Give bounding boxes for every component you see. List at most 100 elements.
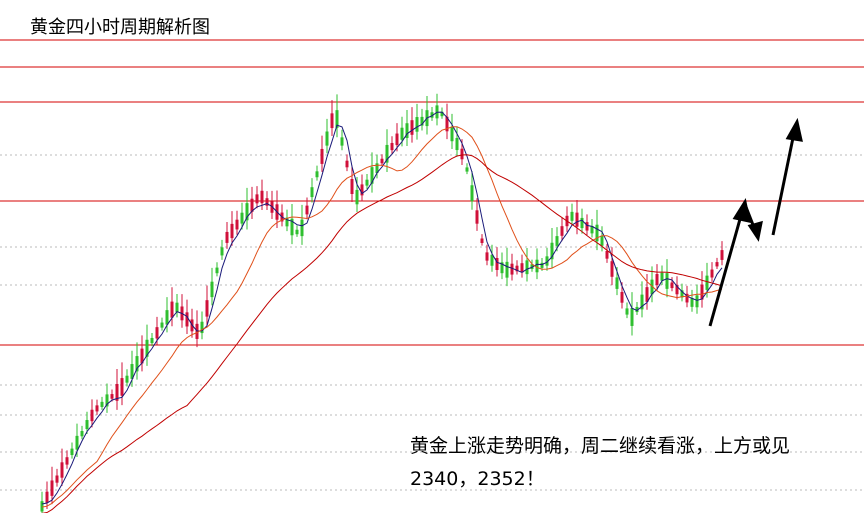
candle-body: [660, 272, 664, 281]
candle-body: [410, 120, 414, 135]
candle-body: [245, 203, 249, 221]
candle-body: [210, 281, 214, 298]
candle-body: [580, 217, 584, 229]
candle-body: [665, 273, 669, 289]
candle-body: [695, 295, 699, 308]
candle-body: [235, 219, 239, 230]
candle-body: [315, 171, 319, 178]
candle-body: [175, 302, 179, 313]
candle-body: [150, 337, 154, 344]
candle-body: [75, 435, 79, 450]
candle-body: [605, 251, 609, 259]
candle-body: [360, 184, 364, 196]
candle-body: [670, 282, 674, 289]
candle-body: [85, 420, 89, 430]
candle-body: [300, 219, 304, 237]
candles: [40, 93, 724, 513]
candle-body: [430, 112, 434, 118]
candle-body: [530, 264, 534, 270]
candle-body: [390, 142, 394, 151]
candle-body: [165, 310, 169, 325]
candle-body: [510, 263, 514, 275]
candle-body: [110, 394, 114, 399]
candle-body: [500, 262, 504, 274]
candle-body: [305, 205, 309, 215]
candle-body: [130, 364, 134, 379]
candle-body: [370, 167, 374, 184]
moving-average: [41, 126, 723, 508]
candle-body: [650, 279, 654, 295]
arrowhead: [785, 117, 803, 142]
candle-body: [640, 294, 644, 310]
candle-body: [700, 284, 704, 300]
levels: [0, 39, 864, 346]
candle-body: [345, 160, 349, 168]
candle-body: [325, 131, 329, 146]
candle-body: [250, 198, 254, 212]
candle-body: [680, 290, 684, 298]
arrows: [708, 117, 803, 327]
candle-body: [690, 297, 694, 307]
candle-body: [485, 252, 489, 261]
moving-average: [41, 154, 723, 513]
candle-body: [655, 274, 659, 285]
candle-body: [705, 275, 709, 290]
candle-body: [630, 308, 634, 326]
candle-body: [115, 383, 119, 401]
candle-body: [590, 225, 594, 234]
annotation: 2340，2352！: [410, 468, 545, 490]
candle-body: [625, 308, 629, 315]
candle-body: [720, 250, 724, 260]
candle-body: [595, 224, 599, 242]
candle-body: [380, 158, 384, 164]
candle-body: [80, 431, 84, 437]
candle-body: [170, 301, 174, 318]
candle-body: [675, 284, 679, 295]
candle-body: [570, 211, 574, 221]
moving-average: [41, 111, 723, 505]
candle-body: [610, 261, 614, 277]
candle-body: [185, 312, 189, 327]
candle-body: [600, 235, 604, 246]
candle-body: [40, 501, 44, 512]
candle-body: [520, 263, 524, 273]
candle-body: [255, 194, 259, 204]
candle-body: [550, 242, 554, 260]
candle-body: [65, 457, 69, 465]
candle-body: [330, 113, 334, 129]
candle-body: [205, 300, 209, 317]
candle-body: [100, 401, 104, 407]
candle-body: [470, 185, 474, 202]
candle-body: [375, 163, 379, 174]
arrow: [771, 132, 796, 236]
candle-body: [220, 247, 224, 256]
candle-body: [535, 259, 539, 273]
candle-body: [340, 137, 344, 146]
candle-body: [495, 258, 499, 270]
candle-body: [320, 148, 324, 164]
candle-body: [135, 356, 139, 372]
candle-body: [355, 189, 359, 205]
candle-body: [445, 116, 449, 132]
candle-body: [105, 394, 109, 407]
candle-body: [95, 405, 99, 412]
candle-body: [415, 117, 419, 132]
candle-body: [420, 116, 424, 126]
candle-body: [230, 223, 234, 239]
candle-body: [555, 236, 559, 246]
candle-body: [490, 254, 494, 266]
candle-body: [125, 375, 129, 383]
candle-body: [200, 321, 204, 334]
candle-body: [160, 322, 164, 328]
candle-body: [295, 229, 299, 235]
candle-body: [365, 179, 369, 186]
candle-body: [70, 448, 74, 456]
candle-body: [285, 217, 289, 227]
candle-body: [620, 291, 624, 303]
candle-body: [710, 269, 714, 278]
candle-body: [515, 265, 519, 272]
candle-body: [685, 293, 689, 303]
candle-body: [50, 480, 54, 496]
candle-body: [260, 190, 264, 204]
candle-body: [385, 144, 389, 163]
